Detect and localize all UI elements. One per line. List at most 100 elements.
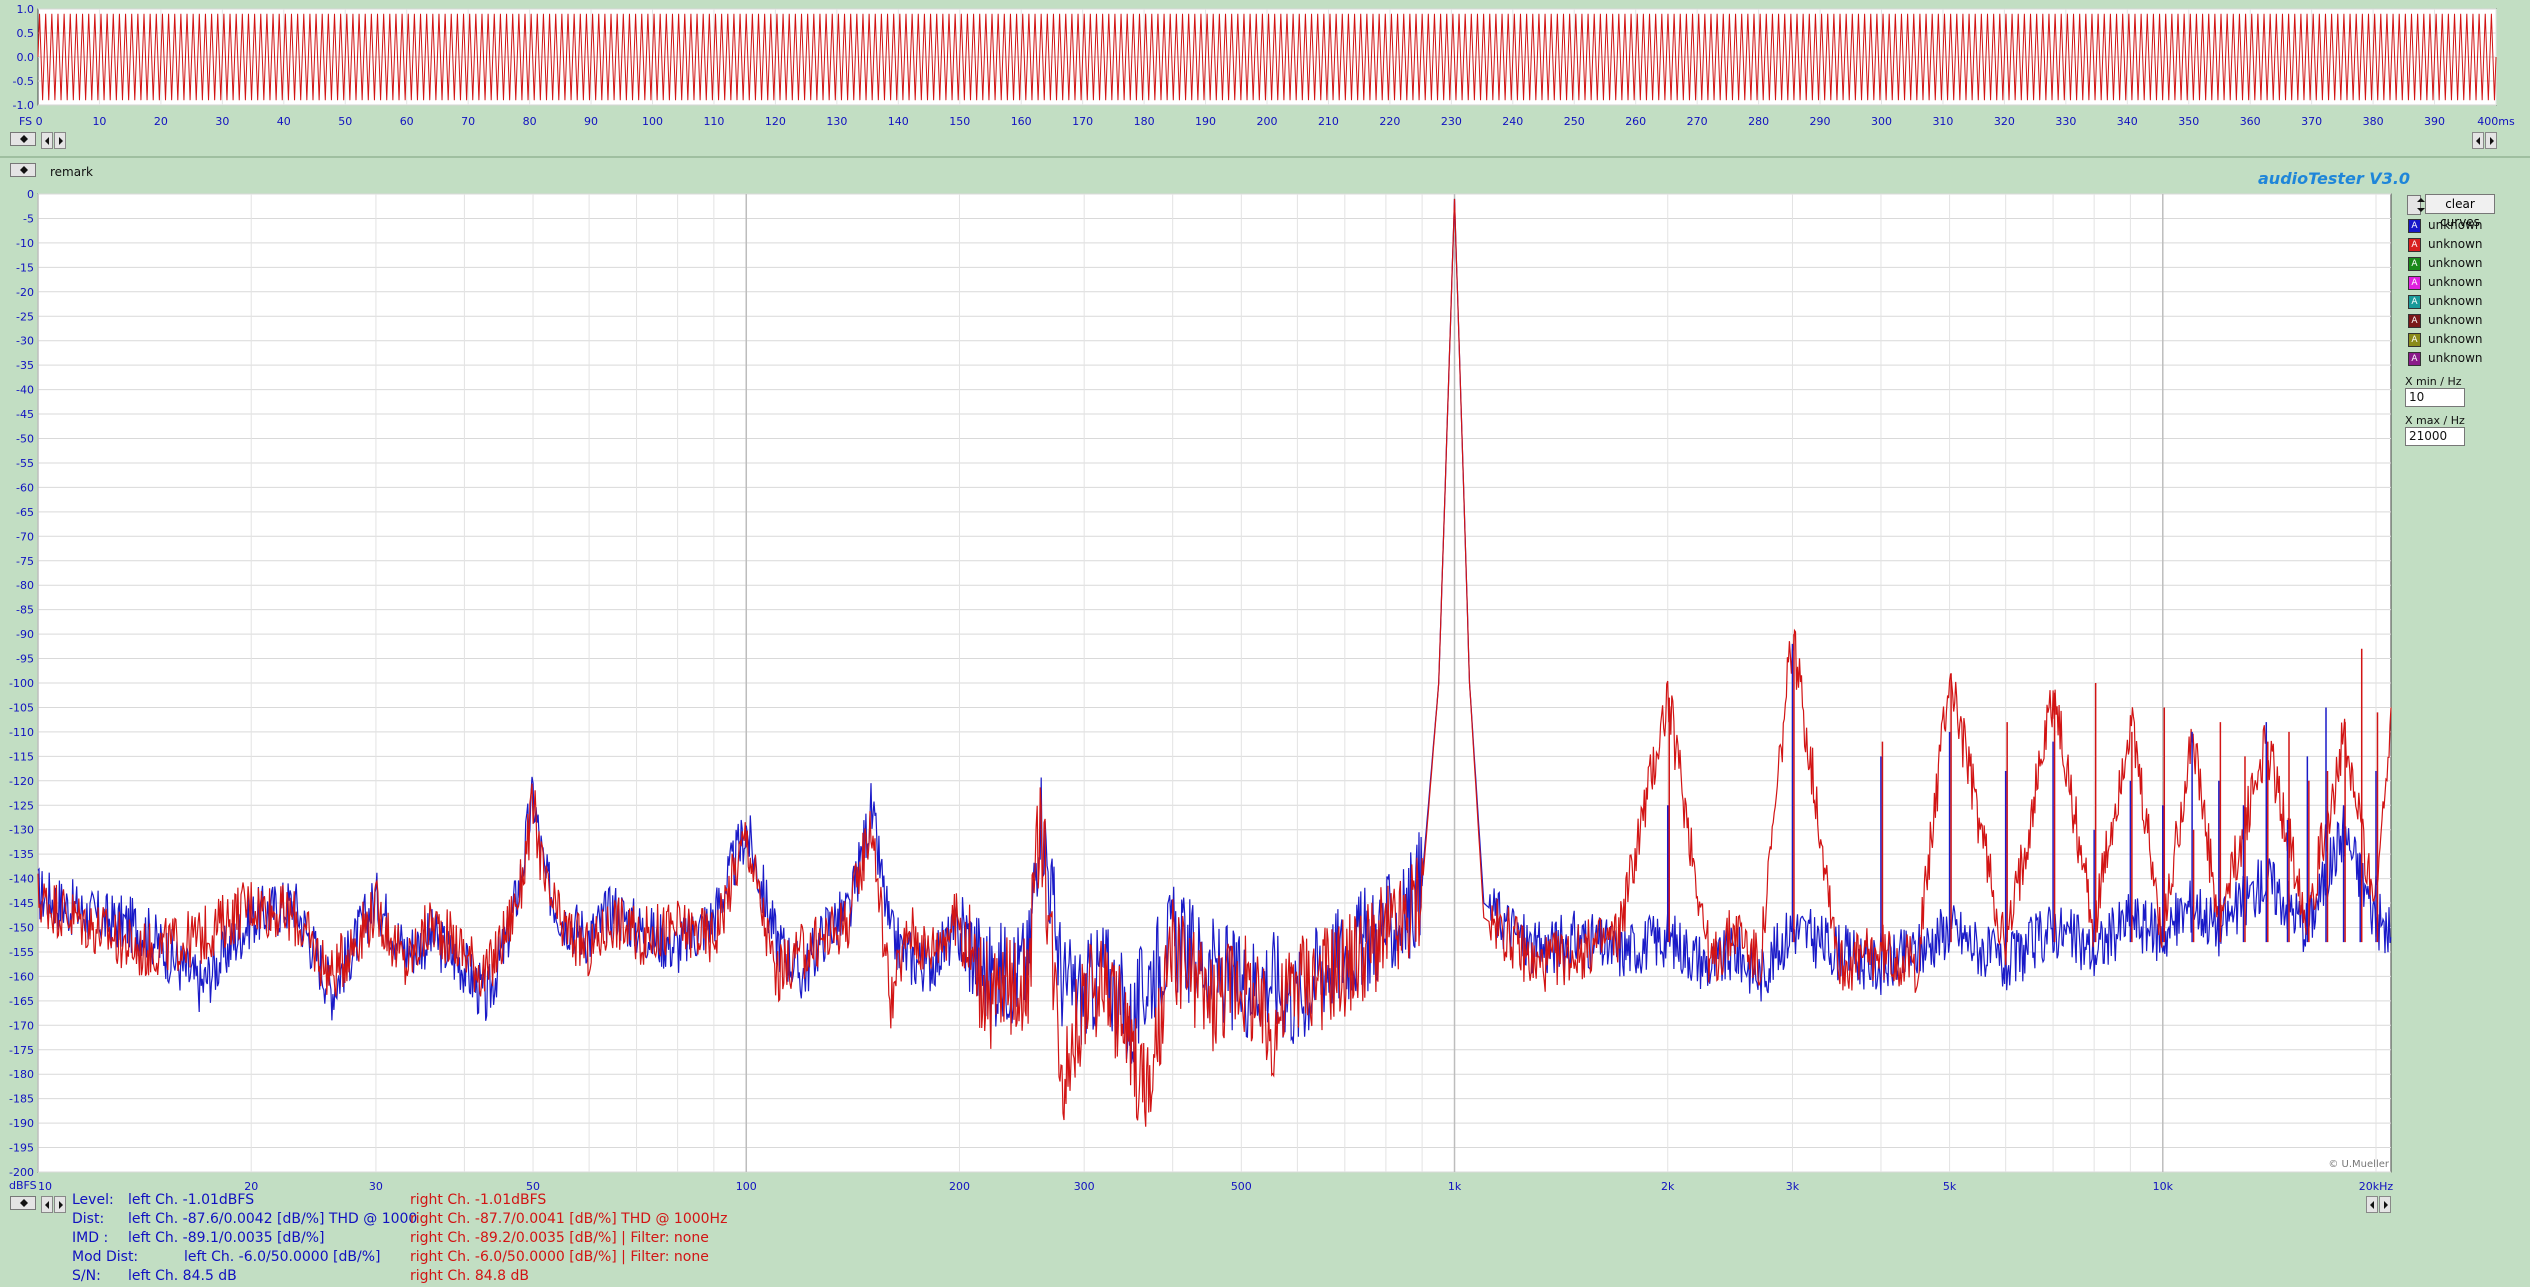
time-scroll-left-button[interactable] <box>41 132 53 149</box>
curve-color-swatch[interactable]: A <box>2408 333 2421 347</box>
time-x-tick: 240 <box>1502 115 1523 128</box>
spectrum-y-tick: -150 <box>9 922 34 935</box>
spectrum-pan-right-button[interactable] <box>2379 1196 2391 1213</box>
spectrum-y-tick: -75 <box>16 555 34 568</box>
panel-separator <box>0 156 2530 158</box>
spectrum-y-tick: -45 <box>16 408 34 421</box>
spectrum-x-tick: 1k <box>1448 1180 1462 1193</box>
time-zoom-spinner[interactable] <box>10 132 36 146</box>
spectrum-y-tick: -200 <box>9 1166 34 1179</box>
time-pan-right-button[interactable] <box>2485 132 2497 149</box>
time-x-tick: 310 <box>1932 115 1953 128</box>
spectrum-x-tick: 500 <box>1231 1180 1252 1193</box>
curve-color-swatch[interactable]: A <box>2408 314 2421 328</box>
time-x-tick: 170 <box>1072 115 1093 128</box>
spectrum-y-tick: -125 <box>9 799 34 812</box>
spectrum-y-tick: -105 <box>9 701 34 714</box>
spectrum-x-tick: 20 <box>244 1180 258 1193</box>
time-x-tick: 60 <box>400 115 414 128</box>
curve-swatch-glyph: A <box>2411 297 2418 307</box>
x-min-input[interactable]: 10 <box>2405 388 2465 407</box>
time-x-tick: 260 <box>1625 115 1646 128</box>
x-max-input[interactable]: 21000 <box>2405 427 2465 446</box>
time-x-tick: 280 <box>1748 115 1769 128</box>
time-x-tick: 380 <box>2363 115 2384 128</box>
time-x-tick: 370 <box>2301 115 2322 128</box>
dist-right-value: right Ch. -87.7/0.0041 [dB/%] THD @ 1000… <box>410 1211 728 1227</box>
sn-label: S/N: <box>72 1268 101 1284</box>
spectrum-y-tick: -25 <box>16 310 34 323</box>
spectrum-y-tick: -20 <box>16 286 34 299</box>
imd-right-value: right Ch. -89.2/0.0035 [dB/%] | Filter: … <box>410 1230 709 1246</box>
spectrum-y-tick: -190 <box>9 1117 34 1130</box>
spectrum-y-tick: -135 <box>9 848 34 861</box>
x-min-label: X min / Hz <box>2405 375 2462 388</box>
time-x-tick: 150 <box>949 115 970 128</box>
spectrum-y-tick: -70 <box>16 530 34 543</box>
time-x-tick: 190 <box>1195 115 1216 128</box>
time-scroll-right-button[interactable] <box>54 132 66 149</box>
curve-color-swatch[interactable]: A <box>2408 219 2421 233</box>
time-domain-panel: 1.00.50.0-0.5-1.0 10 20 30 40 50 60 70 80 90 100 1… <box>13 3 2515 128</box>
curve-swatch-glyph: A <box>2411 259 2418 269</box>
time-x-tick: 200 <box>1257 115 1278 128</box>
time-x-tick: 30 <box>215 115 229 128</box>
curve-color-swatch[interactable]: A <box>2408 276 2421 290</box>
curve-color-swatch[interactable]: A <box>2408 295 2421 309</box>
curve-swatch-glyph: A <box>2411 354 2418 364</box>
spectrum-y-tick: -185 <box>9 1093 34 1106</box>
spectrum-y-tick: -85 <box>16 604 34 617</box>
sn-right-value: right Ch. 84.8 dB <box>410 1268 530 1284</box>
spectrum-y-tick: 0 <box>27 188 34 201</box>
time-x-tick: 10 <box>92 115 106 128</box>
spectrum-y-tick: -80 <box>16 579 34 592</box>
time-x-tick: 230 <box>1441 115 1462 128</box>
curve-swatch-glyph: A <box>2411 335 2418 345</box>
spectrum-y-tick: -90 <box>16 628 34 641</box>
legend-item-label: unknown <box>2428 313 2483 327</box>
copyright-label: © U.Mueller <box>2328 1159 2390 1170</box>
time-y-tick: 1.0 <box>17 3 35 16</box>
curve-color-swatch[interactable]: A <box>2408 257 2421 271</box>
time-x-tick: 100 <box>642 115 663 128</box>
time-x-tick: 80 <box>523 115 537 128</box>
legend-item-label: unknown <box>2428 256 2483 270</box>
time-y-tick: 0.0 <box>17 51 35 64</box>
spectrum-y-tick: -65 <box>16 506 34 519</box>
spectrum-x-tick: 10 <box>38 1180 52 1193</box>
dist-label: Dist: <box>72 1211 105 1227</box>
spectrum-y-tick: -30 <box>16 335 34 348</box>
level-right-value: right Ch. -1.01dBFS <box>410 1192 547 1208</box>
spectrum-y-tick: -55 <box>16 457 34 470</box>
spectrum-y-tick: -50 <box>16 433 34 446</box>
spectrum-y-tick: -155 <box>9 946 34 959</box>
time-x-tick: 390 <box>2424 115 2445 128</box>
spectrum-y-tick: -140 <box>9 873 34 886</box>
curve-color-swatch[interactable]: A <box>2408 352 2421 366</box>
spectrum-scroll-left-button[interactable] <box>41 1196 53 1213</box>
time-x-tick: 220 <box>1379 115 1400 128</box>
spectrum-y-tick: -175 <box>9 1044 34 1057</box>
time-x-tick: 270 <box>1687 115 1708 128</box>
time-pan-left-button[interactable] <box>2472 132 2484 149</box>
curve-color-swatch[interactable]: A <box>2408 238 2421 252</box>
imd-left-value: left Ch. -89.1/0.0035 [dB/%] <box>128 1230 325 1246</box>
legend-spinner[interactable] <box>2407 195 2425 215</box>
spectrum-y-tick: -95 <box>16 653 34 666</box>
spectrum-series-left <box>37 198 2392 1064</box>
spectrum-x-tick: 300 <box>1074 1180 1095 1193</box>
time-y-tick: -0.5 <box>13 75 34 88</box>
spectrum-y-tick: -145 <box>9 897 34 910</box>
clear-curves-button[interactable]: clear curves <box>2425 194 2495 229</box>
spectrum-zoom-spinner[interactable] <box>10 1196 36 1210</box>
spectrum-y-tick: -40 <box>16 384 34 397</box>
legend-item-label: unknown <box>2428 275 2483 289</box>
spectrum-y-tick: -15 <box>16 261 34 274</box>
spectrum-y-tick: -5 <box>23 212 34 225</box>
spectrum-scroll-right-button[interactable] <box>54 1196 66 1213</box>
level-label: Level: <box>72 1192 114 1208</box>
time-x-tick: 110 <box>703 115 724 128</box>
spectrum-pan-left-button[interactable] <box>2366 1196 2378 1213</box>
remark-spinner[interactable] <box>10 163 36 177</box>
time-x-tick: 210 <box>1318 115 1339 128</box>
